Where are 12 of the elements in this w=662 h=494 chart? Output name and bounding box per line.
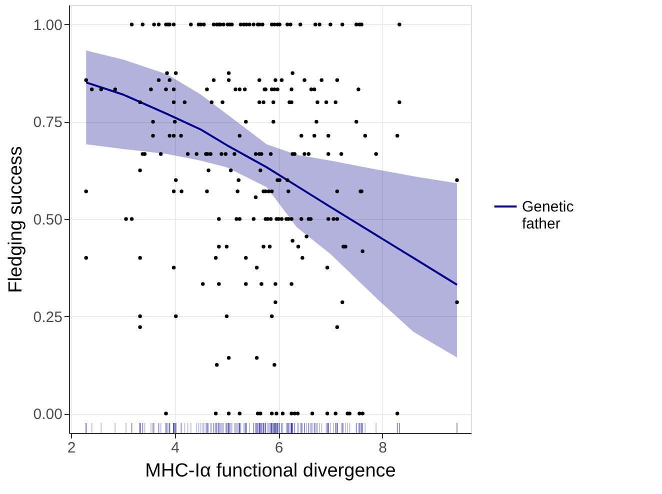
x-tick-label: 2 [67,440,76,456]
y-tick-label: 0.50 [33,212,62,228]
y-tick-label: 1.00 [33,16,62,34]
y-tick-label: 0.00 [33,406,62,424]
y-tick-label: 0.75 [33,114,62,132]
legend-label: Genetic father [522,198,574,232]
x-tick-label: 6 [274,440,284,456]
y-tick-label: 0.25 [33,308,62,326]
x-tick-label: 8 [378,440,387,456]
y-axis-title: Fledging success [5,146,26,293]
x-tick-label: 4 [171,440,180,456]
x-axis-title: MHC-Iα functional divergence [145,460,396,482]
